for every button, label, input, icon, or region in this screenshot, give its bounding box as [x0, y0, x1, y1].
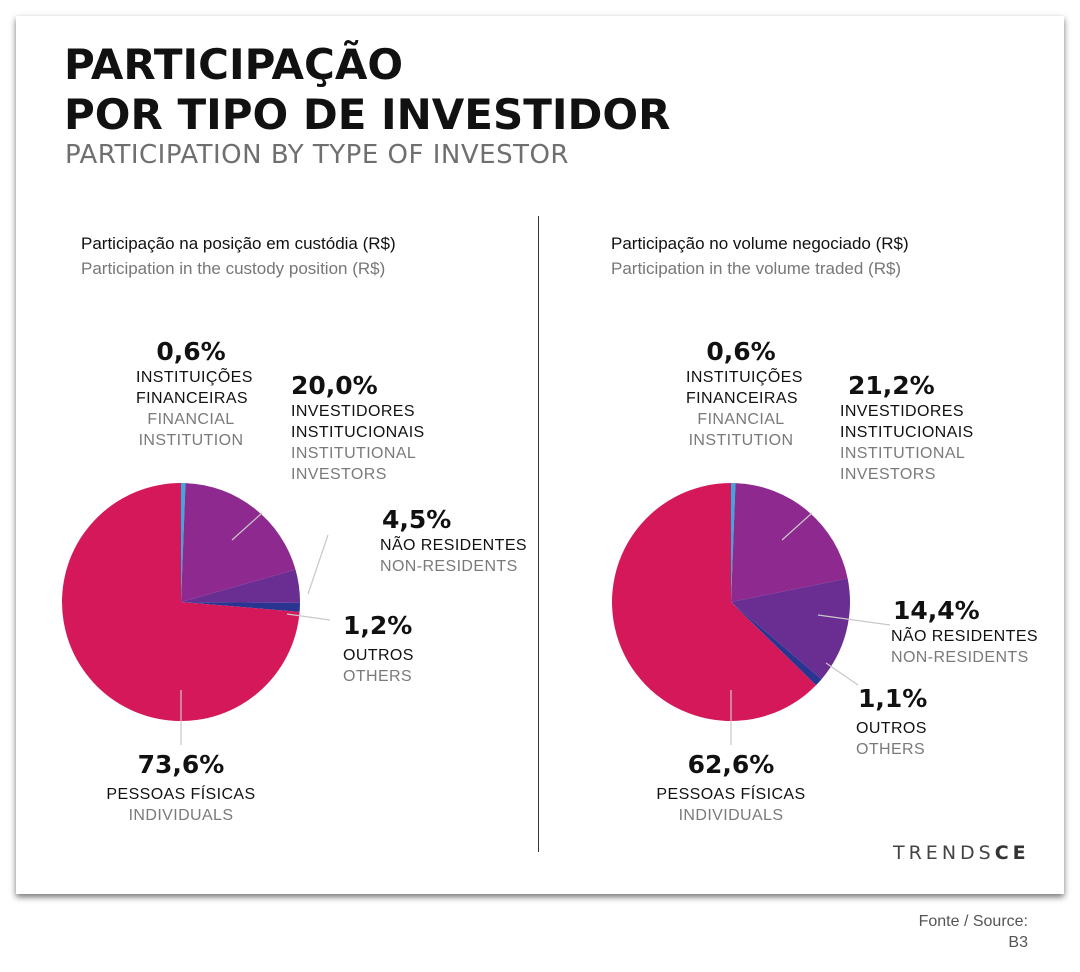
panel-divider — [538, 216, 539, 852]
slice-value: 4,5% — [382, 505, 452, 534]
volume-chart-title-en: Participation in the volume traded (R$) — [611, 259, 902, 278]
slice-label-en: INVESTORS — [291, 466, 387, 483]
slice-label-en: OTHERS — [343, 668, 413, 685]
pie-slice-individuals — [62, 483, 300, 722]
custody-label-individuals: 73,6% PESSOAS FÍSICAS INDIVIDUALS — [106, 750, 256, 826]
slice-label-en: NON-RESIDENTS — [891, 649, 1029, 666]
page-subtitle: PARTICIPATION BY TYPE OF INVESTOR — [65, 140, 569, 170]
slice-label-pt: INSTITUCIONAIS — [291, 424, 425, 441]
slice-label-en: INVESTORS — [840, 466, 936, 483]
slice-label-pt: NÃO RESIDENTES — [891, 628, 1038, 645]
pie-slice-institutional-investors — [181, 483, 296, 602]
slice-label-pt: INVESTIDORES — [291, 403, 415, 420]
leader-line — [231, 512, 263, 541]
pie-slice-financial-institutions — [731, 483, 736, 602]
slice-value: 73,6% — [137, 750, 225, 779]
slice-label-pt: INSTITUIÇÕES — [136, 369, 253, 386]
slice-label-en: INSTITUTIONAL — [840, 445, 966, 462]
slice-value: 14,4% — [893, 596, 980, 625]
logo-light-text: TRENDS — [893, 842, 995, 864]
slice-value: 1,2% — [343, 611, 413, 640]
title-line-1: PARTICIPAÇÃO — [64, 40, 404, 89]
slice-label-en: OTHERS — [856, 741, 926, 758]
pie-slice-individuals — [612, 483, 817, 721]
slice-label-en: INDIVIDUALS — [128, 807, 234, 824]
slice-value: 0,6% — [706, 337, 776, 366]
source-value: B3 — [1008, 934, 1028, 951]
pie-slice-others — [731, 602, 822, 686]
volume-chart-title-pt: Participação no volume negociado (R$) — [611, 234, 909, 253]
slice-label-en: FINANCIAL — [697, 411, 785, 428]
slice-label-pt: INSTITUIÇÕES — [686, 369, 803, 386]
infographic-card — [16, 16, 1064, 894]
leader-line — [286, 613, 331, 621]
slice-value: 21,2% — [848, 371, 935, 400]
slice-value: 20,0% — [291, 371, 378, 400]
leader-line — [825, 662, 859, 686]
volume-label-financial-institutions: 0,6% INSTITUIÇÕES FINANCEIRAS FINANCIAL … — [686, 337, 803, 451]
leader-line — [307, 534, 329, 595]
leader-line — [781, 512, 813, 541]
slice-label-pt: INVESTIDORES — [840, 403, 964, 420]
pie-slice-institutional-investors — [731, 483, 848, 602]
custody-pie — [62, 483, 300, 722]
slice-label-pt: OUTROS — [343, 647, 414, 664]
source-note: Fonte / Source: B3 — [919, 911, 1028, 953]
pie-slice-non-residents — [181, 569, 300, 603]
pie-slice-others — [181, 602, 300, 612]
volume-label-individuals: 62,6% PESSOAS FÍSICAS INDIVIDUALS — [656, 750, 806, 826]
slice-label-pt: FINANCEIRAS — [136, 390, 248, 407]
slice-value: 0,6% — [156, 337, 226, 366]
page-title: PARTICIPAÇÃO POR TIPO DE INVESTIDOR — [64, 40, 670, 140]
slice-label-en: INSTITUTION — [138, 432, 244, 449]
slice-value: 62,6% — [687, 750, 775, 779]
pie-slice-financial-institutions — [181, 483, 186, 602]
slice-label-en: INDIVIDUALS — [678, 807, 784, 824]
custody-chart-title: Participação na posição em custódia (R$)… — [81, 234, 396, 279]
leader-lines — [180, 512, 891, 745]
slice-label-pt: OUTROS — [856, 720, 927, 737]
leader-line — [817, 614, 891, 626]
trendsce-logo: TRENDSCE — [893, 842, 1030, 864]
slice-value: 1,1% — [858, 684, 928, 713]
volume-label-non-residents: 14,4% NÃO RESIDENTES NON-RESIDENTS — [891, 596, 1038, 668]
volume-label-institutional-investors: 21,2% INVESTIDORES INSTITUCIONAIS INSTIT… — [840, 371, 974, 485]
slice-label-en: INSTITUTIONAL — [291, 445, 417, 462]
slice-label-pt: INSTITUCIONAIS — [840, 424, 974, 441]
volume-pie — [612, 483, 851, 721]
slice-label-en: INSTITUTION — [688, 432, 794, 449]
custody-chart-title-en: Participation in the custody position (R… — [81, 259, 386, 278]
source-label: Fonte / Source: — [918, 913, 1028, 930]
volume-label-others: 1,1% OUTROS OTHERS — [856, 684, 927, 760]
custody-label-others: 1,2% OUTROS OTHERS — [343, 611, 414, 687]
title-line-2: POR TIPO DE INVESTIDOR — [64, 90, 671, 139]
slice-label-pt: NÃO RESIDENTES — [380, 537, 527, 554]
slice-label-pt: FINANCEIRAS — [686, 390, 798, 407]
custody-label-institutional-investors: 20,0% INVESTIDORES INSTITUCIONAIS INSTIT… — [291, 371, 425, 485]
custody-label-financial-institutions: 0,6% INSTITUIÇÕES FINANCEIRAS FINANCIAL … — [136, 337, 253, 451]
slice-label-pt: PESSOAS FÍSICAS — [656, 786, 806, 803]
slice-label-en: NON-RESIDENTS — [380, 558, 518, 575]
logo-bold-text: CE — [994, 842, 1030, 864]
custody-label-non-residents: 4,5% NÃO RESIDENTES NON-RESIDENTS — [380, 505, 527, 577]
volume-chart-title: Participação no volume negociado (R$) Pa… — [611, 234, 909, 279]
slice-label-en: FINANCIAL — [147, 411, 235, 428]
custody-chart-title-pt: Participação na posição em custódia (R$) — [81, 234, 396, 253]
pie-slice-non-residents — [731, 578, 851, 680]
slice-label-pt: PESSOAS FÍSICAS — [106, 786, 256, 803]
